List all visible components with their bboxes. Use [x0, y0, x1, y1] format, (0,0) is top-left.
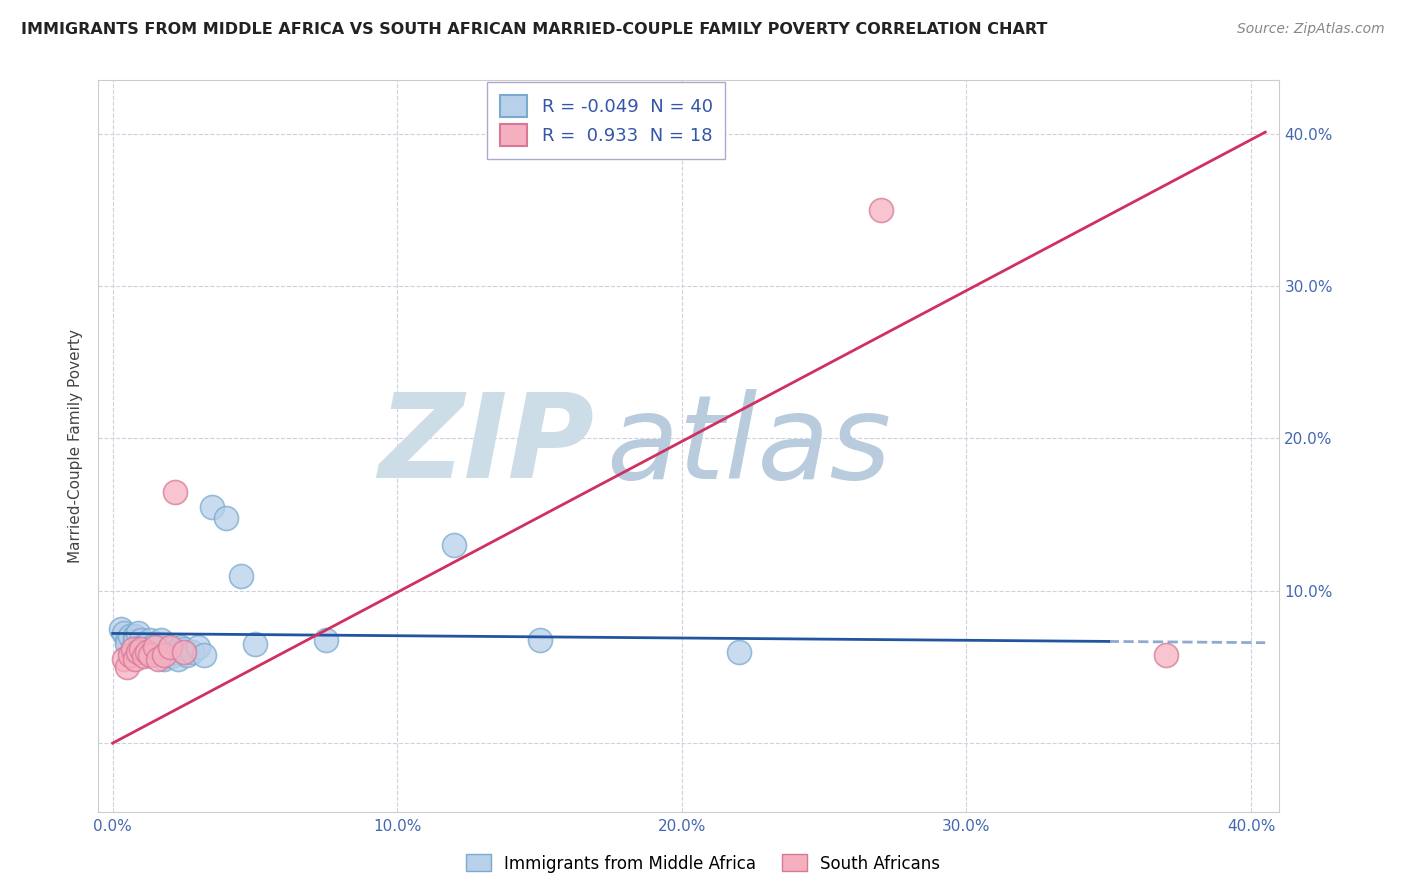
Text: ZIP: ZIP [378, 389, 595, 503]
Point [115, 660, 138, 674]
Text: Source: ZipAtlas.com: Source: ZipAtlas.com [1237, 22, 1385, 37]
Point [165, 645, 187, 659]
Point [127, 645, 149, 659]
Point [229, 568, 252, 582]
Point [127, 626, 149, 640]
Point [115, 632, 138, 647]
Point [193, 648, 215, 662]
Point [165, 484, 187, 499]
Point [132, 649, 155, 664]
Point [153, 652, 176, 666]
Point [529, 632, 551, 647]
Point [315, 632, 337, 647]
Point [143, 645, 166, 659]
Point [124, 630, 146, 644]
Point [870, 202, 893, 217]
Point [143, 640, 166, 655]
Point [187, 640, 209, 655]
Point [156, 645, 179, 659]
Point [135, 637, 157, 651]
Point [135, 645, 157, 659]
Point [118, 648, 141, 662]
Point [129, 641, 152, 656]
Point [1154, 648, 1177, 662]
Legend: Immigrants from Middle Africa, South Africans: Immigrants from Middle Africa, South Afr… [460, 847, 946, 880]
Point [112, 626, 135, 640]
Point [150, 632, 173, 647]
Point [181, 645, 204, 659]
Point [124, 634, 146, 648]
Point [162, 649, 184, 664]
Legend: R = -0.049  N = 40, R =  0.933  N = 18: R = -0.049 N = 40, R = 0.933 N = 18 [488, 82, 725, 159]
Point [121, 641, 143, 656]
Point [176, 648, 198, 662]
Point [138, 648, 160, 662]
Point [170, 640, 193, 655]
Point [201, 500, 224, 514]
Point [115, 637, 138, 651]
Point [153, 648, 176, 662]
Point [110, 622, 132, 636]
Point [727, 645, 749, 659]
Point [124, 652, 146, 666]
Point [112, 652, 135, 666]
Y-axis label: Married-Couple Family Poverty: Married-Couple Family Poverty [67, 329, 83, 563]
Point [141, 640, 163, 655]
Point [129, 632, 152, 647]
Point [138, 632, 160, 647]
Point [215, 510, 238, 524]
Point [443, 538, 465, 552]
Text: atlas: atlas [606, 389, 891, 503]
Point [148, 652, 170, 666]
Point [129, 640, 152, 655]
Point [132, 645, 155, 659]
Point [159, 641, 181, 656]
Point [138, 648, 160, 662]
Point [121, 641, 143, 656]
Point [159, 640, 181, 655]
Point [173, 645, 195, 659]
Point [243, 637, 266, 651]
Point [167, 652, 190, 666]
Point [173, 641, 195, 656]
Point [143, 637, 166, 651]
Point [118, 630, 141, 644]
Text: IMMIGRANTS FROM MIDDLE AFRICA VS SOUTH AFRICAN MARRIED-COUPLE FAMILY POVERTY COR: IMMIGRANTS FROM MIDDLE AFRICA VS SOUTH A… [21, 22, 1047, 37]
Point [148, 641, 170, 656]
